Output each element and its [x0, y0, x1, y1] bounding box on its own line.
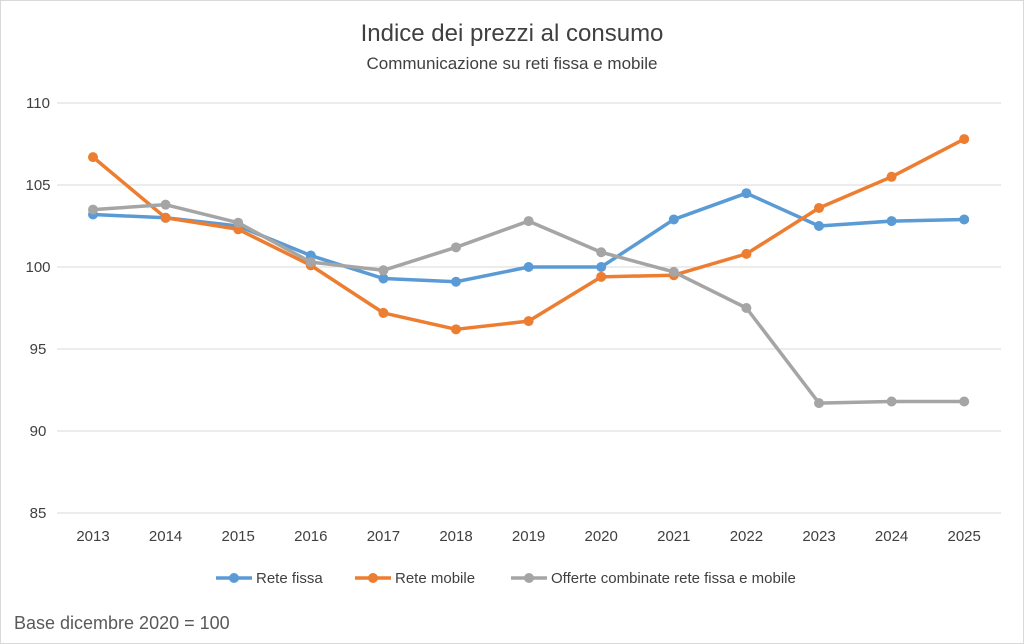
x-tick-label: 2021 — [657, 528, 690, 545]
data-point — [378, 265, 389, 276]
series-2 — [88, 199, 970, 409]
data-point — [378, 273, 389, 284]
data-point — [523, 216, 534, 227]
data-point — [88, 152, 98, 163]
data-point — [741, 303, 752, 313]
y-tick-label: 105 — [25, 177, 50, 194]
legend-marker — [229, 573, 239, 583]
data-point — [88, 204, 98, 215]
data-point — [814, 202, 824, 213]
data-point — [305, 257, 316, 268]
x-tick-label: 2023 — [802, 528, 835, 545]
x-axis: 2013 2014 2015 2016 2017 2018 2019 2020 2021 2022… — [76, 528, 981, 545]
x-tick-label: 2024 — [875, 528, 908, 545]
data-point — [959, 396, 970, 407]
data-point — [668, 266, 679, 277]
data-point — [741, 188, 752, 199]
legend-marker — [368, 573, 378, 583]
legend: Rete fissa Rete mobile Offerte combinate r… — [216, 570, 796, 587]
y-tick-label: 90 — [30, 423, 47, 440]
x-tick-label: 2018 — [439, 528, 472, 545]
data-point — [160, 212, 171, 223]
legend-item: Rete fissa — [216, 570, 323, 587]
x-tick-label: 2019 — [512, 528, 545, 545]
base-note: Base dicembre 2020 = 100 — [14, 613, 230, 633]
data-point — [959, 134, 970, 145]
legend-item: Rete mobile — [355, 570, 475, 587]
series-0 — [88, 188, 970, 287]
y-tick-label: 95 — [30, 341, 47, 358]
data-point — [451, 324, 461, 335]
legend-label: Rete fissa — [256, 570, 323, 587]
data-point — [378, 307, 389, 318]
y-axis: 85 90 95 100 105 110 — [25, 95, 50, 522]
data-point — [451, 242, 461, 253]
data-point — [959, 214, 970, 225]
data-point — [741, 248, 752, 259]
x-tick-label: 2013 — [76, 528, 109, 545]
data-point — [451, 276, 461, 287]
data-point — [596, 262, 607, 272]
y-tick-label: 85 — [30, 505, 47, 522]
chart-subtitle: Communicazione su reti fissa e mobile — [366, 54, 657, 73]
series-1 — [88, 134, 970, 335]
legend-label: Offerte combinate rete fissa e mobile — [551, 570, 796, 587]
x-tick-label: 2025 — [948, 528, 981, 545]
data-point — [668, 214, 679, 225]
y-tick-label: 110 — [26, 95, 50, 112]
data-point — [886, 216, 897, 227]
x-tick-label: 2016 — [294, 528, 327, 545]
data-point — [596, 247, 607, 258]
data-point — [233, 217, 244, 228]
x-tick-label: 2015 — [222, 528, 255, 545]
legend-marker — [524, 573, 534, 583]
data-point — [814, 221, 824, 231]
series-lines — [88, 134, 970, 409]
data-point — [160, 199, 171, 210]
x-tick-label: 2022 — [730, 528, 763, 545]
series-line — [91, 202, 966, 405]
data-point — [814, 398, 824, 409]
data-point — [523, 316, 534, 327]
series-line — [91, 137, 966, 332]
chart-title: Indice dei prezzi al consumo — [361, 20, 664, 47]
legend-label: Rete mobile — [395, 570, 475, 587]
x-tick-label: 2017 — [367, 528, 400, 545]
x-tick-label: 2020 — [585, 528, 618, 545]
data-point — [523, 262, 534, 272]
data-point — [596, 271, 607, 282]
gridlines — [57, 102, 1001, 514]
legend-item: Offerte combinate rete fissa e mobile — [511, 570, 796, 587]
x-tick-label: 2014 — [149, 528, 182, 545]
data-point — [886, 171, 897, 182]
data-point — [886, 396, 897, 407]
y-tick-label: 100 — [25, 259, 50, 276]
